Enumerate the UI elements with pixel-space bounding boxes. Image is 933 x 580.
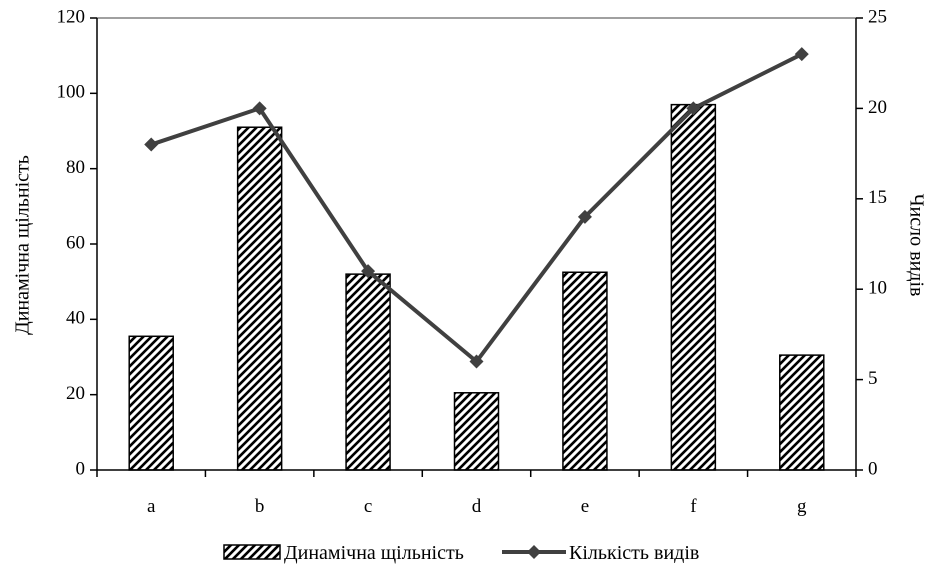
- line-point-d: [469, 354, 484, 369]
- y-tick-label: 80: [66, 157, 85, 178]
- y-tick-label: 120: [57, 6, 86, 27]
- x-tick-label-d: d: [472, 496, 482, 517]
- y-axis-title: Динамічна щільність: [12, 155, 34, 335]
- line-point-e: [577, 209, 592, 224]
- y2-axis-title: Число видів: [905, 194, 927, 297]
- legend: Динамічна щільність Кількість видів: [223, 542, 699, 564]
- bar-c: [345, 273, 391, 471]
- bar-a: [128, 335, 174, 471]
- legend-diamond-marker: [527, 545, 541, 559]
- x-tick-label-c: c: [364, 496, 372, 517]
- legend-bar-swatch: [223, 544, 281, 560]
- y-tick-label: 0: [76, 458, 86, 479]
- x-tick-label-e: e: [581, 496, 589, 517]
- line-point-b: [252, 101, 267, 116]
- line-point-c: [361, 264, 376, 279]
- x-tick-label-a: a: [147, 496, 156, 517]
- line-point-a: [144, 137, 159, 152]
- bar-e: [562, 271, 608, 471]
- y2-tick-label: 25: [868, 6, 887, 27]
- line-point-f: [686, 101, 701, 116]
- x-tick-label-f: f: [690, 496, 697, 517]
- y2-tick-label: 5: [868, 368, 878, 389]
- legend-label-bars: Динамічна щільність: [284, 542, 464, 564]
- bar-b: [236, 126, 283, 471]
- x-tick-label-g: g: [797, 496, 807, 517]
- bar-d: [453, 392, 500, 471]
- bar-f: [670, 103, 717, 471]
- y2-tick-label: 10: [868, 278, 887, 299]
- y-tick-label: 100: [57, 82, 86, 103]
- y2-tick-label: 0: [868, 458, 878, 479]
- line-point-g: [794, 47, 809, 62]
- y-tick-label: 40: [66, 308, 85, 329]
- plot-area: 0 20 40 60 80 100 120 0 5 10 15 20 25 a b c d e f g: [57, 6, 888, 517]
- bar-g: [779, 354, 825, 471]
- y-tick-label: 60: [66, 232, 85, 253]
- x-tick-label-b: b: [255, 496, 265, 517]
- y2-tick-label: 15: [868, 187, 887, 208]
- y-tick-label: 20: [66, 383, 85, 404]
- legend-label-line: Кількість видів: [569, 542, 699, 564]
- y2-tick-label: 20: [868, 97, 887, 118]
